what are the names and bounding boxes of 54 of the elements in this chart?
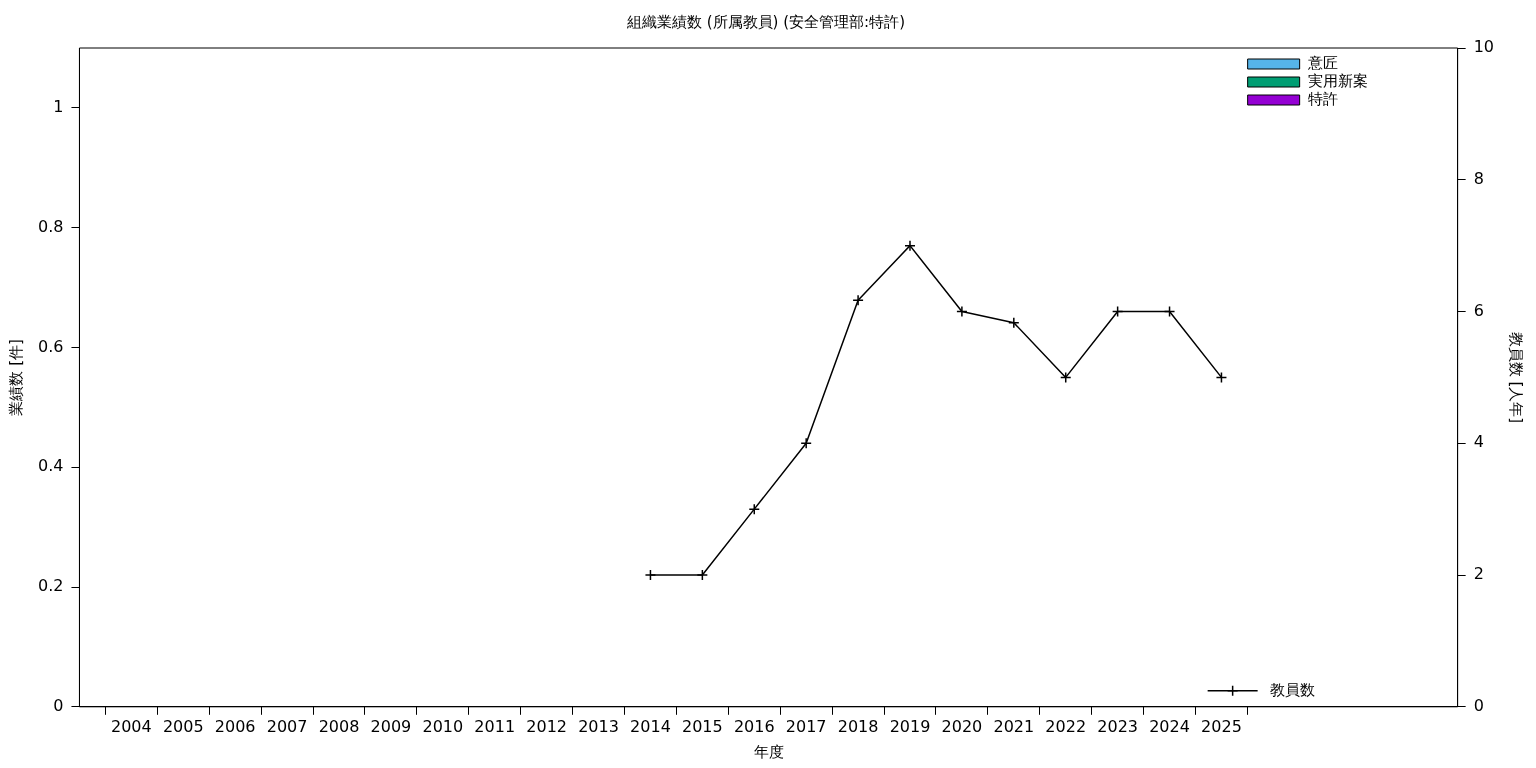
y2-tick-label: 10	[1473, 37, 1494, 57]
point	[904, 239, 916, 252]
y-tick-label: 0.2	[37, 576, 64, 596]
x-tick-label: 2016	[733, 716, 775, 736]
point	[1059, 371, 1072, 384]
y-tick-label: 1	[53, 97, 64, 117]
x-tick-label: 2009	[370, 716, 412, 736]
x-tick-label: 2013	[578, 716, 619, 736]
x-tick-label: 2017	[785, 716, 827, 736]
x-tick-label: 2011	[474, 716, 516, 736]
legend-label: 実用新案	[1307, 71, 1368, 90]
y-tick-label: 0.8	[37, 216, 64, 236]
x-tick-label: 2023	[1097, 716, 1138, 736]
y2-tick-label: 0	[1473, 695, 1484, 715]
y-tick-label: 0.4	[37, 456, 64, 476]
x-tick-label: 2019	[889, 716, 931, 736]
y-axis-title: 業績数 [件]	[6, 339, 25, 416]
y2-axis-title: 教員数 [人年]	[1507, 331, 1526, 424]
point	[800, 437, 812, 450]
point	[1215, 371, 1228, 384]
y2-tick-label: 2	[1473, 564, 1484, 584]
x-tick-label: 2015	[682, 716, 723, 736]
x-tick-label: 2005	[162, 716, 204, 736]
x-tick-label: 2007	[266, 716, 308, 736]
y-tick-label: 0	[53, 695, 64, 715]
point	[1008, 316, 1020, 329]
x-tick-label: 2010	[422, 716, 464, 736]
x-tick-label: 2018	[837, 716, 879, 736]
x-tick-label: 2012	[526, 716, 567, 736]
legend-label: 意匠	[1306, 53, 1338, 72]
y2-tick-label: 6	[1473, 300, 1484, 320]
point	[1111, 305, 1124, 318]
point	[748, 503, 761, 515]
x-tick-label: 2021	[993, 716, 1035, 736]
y2-tick-label: 4	[1473, 432, 1484, 452]
x-tick-label: 2024	[1149, 716, 1190, 736]
y-tick-label: 0.6	[37, 336, 64, 356]
x-tick-label: 2020	[941, 716, 983, 736]
x-tick-label: 2022	[1045, 716, 1087, 736]
legend-label: 教員数	[1269, 680, 1315, 699]
point	[956, 305, 968, 318]
point	[1163, 305, 1176, 318]
point	[852, 294, 864, 307]
x-axis-title: 年度	[753, 742, 784, 761]
x-tick-label: 2014	[630, 716, 671, 736]
point	[644, 569, 657, 581]
chart-title: 組織業績数 (所属教員) (安全管理部:特許)	[626, 12, 905, 31]
legend-label: 特許	[1307, 89, 1338, 108]
x-tick-label: 2008	[318, 716, 360, 736]
point	[696, 569, 709, 581]
x-tick-label: 2006	[214, 716, 256, 736]
x-tick-label: 2004	[111, 716, 152, 736]
x-tick-label: 2025	[1201, 716, 1242, 736]
y2-tick-label: 8	[1473, 168, 1484, 188]
